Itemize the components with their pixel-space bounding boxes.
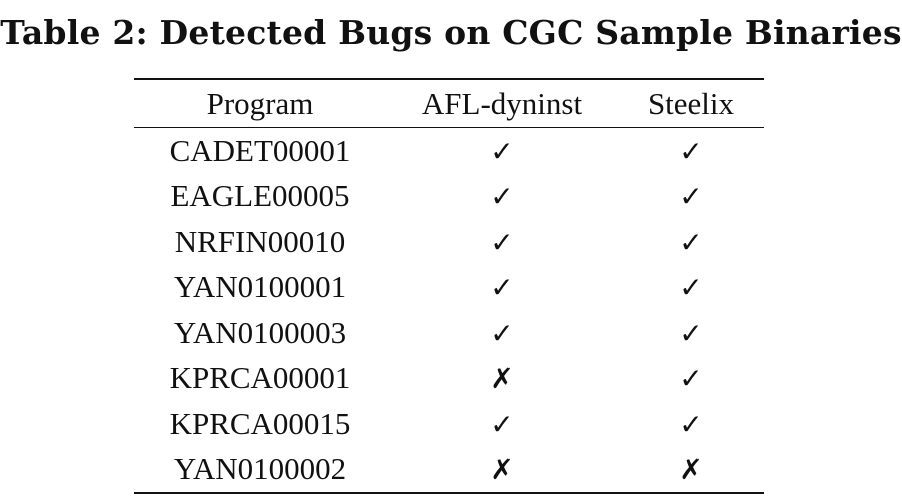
program-cell: CADET00001 — [169, 132, 351, 168]
program-cell: KPRCA00015 — [169, 405, 351, 441]
header-afl-dyninst: AFL-dyninst — [421, 85, 583, 121]
table-header-row: Program AFL-dyninst Steelix — [134, 79, 764, 128]
afl-dyninst-result-icon: ✗ — [490, 362, 514, 396]
afl-dyninst-result-icon: ✓ — [490, 271, 514, 305]
table-row: KPRCA00001 ✗ ✓ — [134, 356, 764, 402]
program-cell: YAN0100002 — [173, 451, 347, 487]
afl-dyninst-result-icon: ✓ — [490, 225, 514, 259]
afl-dyninst-result-icon: ✗ — [490, 453, 514, 487]
steelix-result-icon: ✓ — [679, 271, 703, 305]
afl-dyninst-result-icon: ✓ — [490, 134, 514, 168]
afl-dyninst-result-icon: ✓ — [490, 407, 514, 441]
steelix-result-icon: ✓ — [679, 180, 703, 214]
table-caption: Table 2: Detected Bugs on CGC Sample Bin… — [0, 13, 902, 52]
program-cell: NRFIN00010 — [174, 223, 346, 259]
program-cell: YAN0100001 — [173, 269, 347, 305]
steelix-result-icon: ✓ — [679, 316, 703, 350]
table-row: CADET00001 ✓ ✓ — [134, 128, 764, 174]
steelix-result-icon: ✓ — [679, 407, 703, 441]
header-program: Program — [206, 85, 314, 121]
program-cell: YAN0100003 — [173, 314, 347, 350]
table-row: YAN0100003 ✓ ✓ — [134, 310, 764, 356]
steelix-result-icon: ✓ — [679, 134, 703, 168]
program-cell: KPRCA00001 — [169, 360, 351, 396]
steelix-result-icon: ✓ — [679, 225, 703, 259]
header-steelix: Steelix — [647, 85, 735, 121]
table-row: YAN0100002 ✗ ✗ — [134, 447, 764, 493]
steelix-result-icon: ✓ — [679, 362, 703, 396]
table-row: NRFIN00010 ✓ ✓ — [134, 219, 764, 265]
afl-dyninst-result-icon: ✓ — [490, 316, 514, 350]
table-row: KPRCA00015 ✓ ✓ — [134, 401, 764, 447]
steelix-result-icon: ✗ — [679, 453, 703, 487]
afl-dyninst-result-icon: ✓ — [490, 180, 514, 214]
program-cell: EAGLE00005 — [170, 178, 350, 214]
table-row: EAGLE00005 ✓ ✓ — [134, 174, 764, 220]
detected-bugs-table: Program AFL-dyninst Steelix CADET00001 ✓… — [134, 78, 764, 494]
table-row: YAN0100001 ✓ ✓ — [134, 265, 764, 311]
